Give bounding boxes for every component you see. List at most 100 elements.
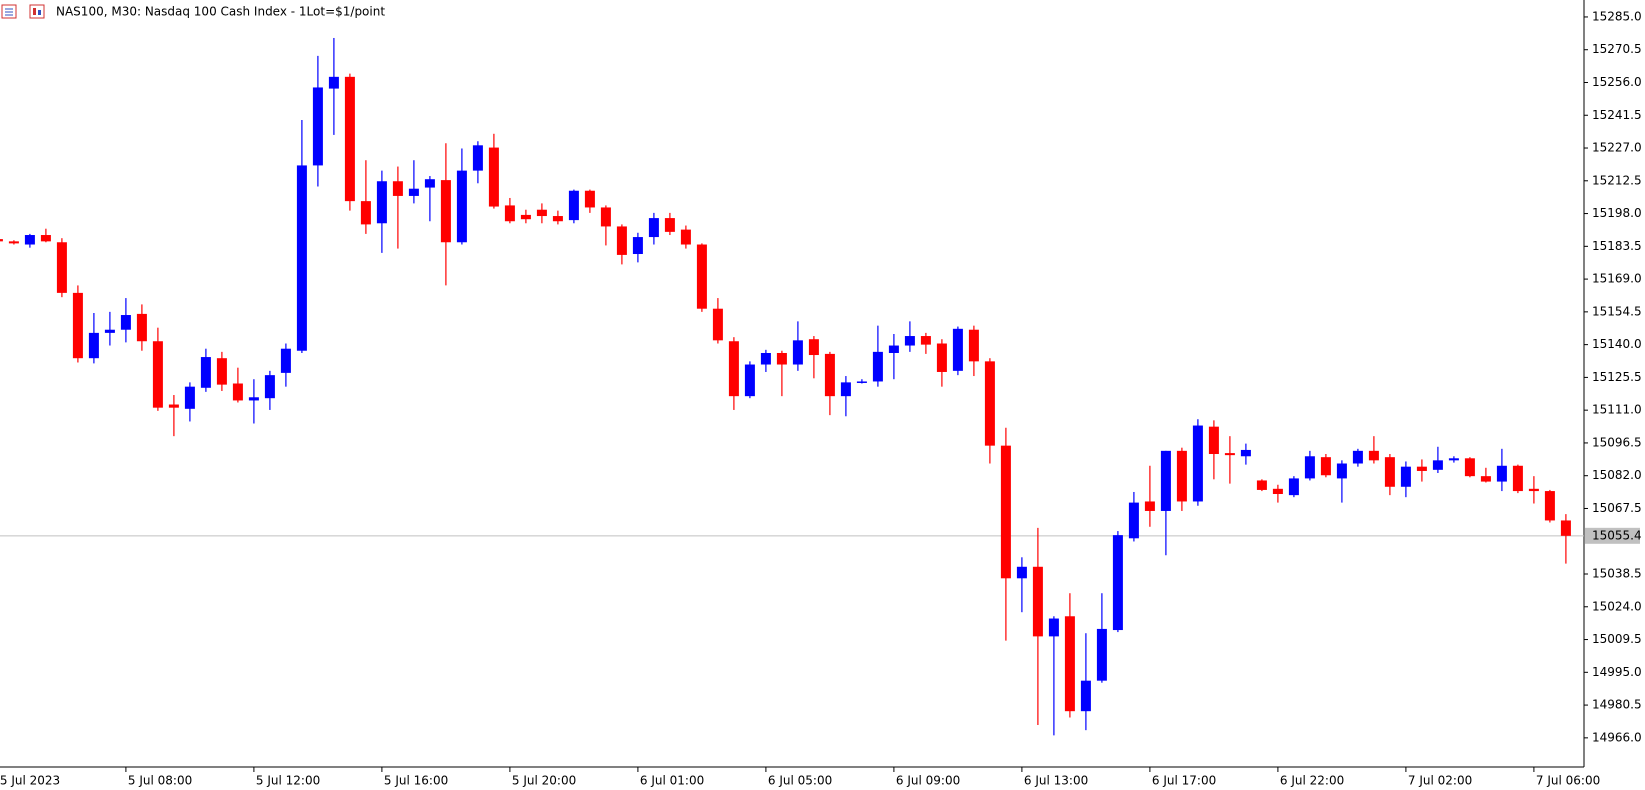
candle-body [776,352,787,365]
candle-body [1176,450,1187,502]
candle-body [88,332,99,359]
candle-body [984,361,995,446]
candle-body [296,165,307,351]
candle-body [792,340,803,365]
y-tick-label: 15125.5 [1592,370,1642,384]
y-tick-label: 15169.0 [1592,272,1642,286]
y-tick-label: 15096.5 [1592,435,1642,449]
candle-body [216,358,227,385]
last-price-box [1585,527,1640,544]
last-price-label: 15055.4 [1592,528,1642,542]
candle-body [104,329,115,333]
y-tick-label: 15227.0 [1592,141,1642,155]
candle-body [840,382,851,397]
candle-body [1128,502,1139,539]
candle-body [1064,616,1075,712]
candle-body [1144,501,1155,511]
x-tick-label: 5 Jul 20:00 [512,774,576,788]
candle-body [1208,426,1219,455]
candle-body [520,214,531,220]
y-tick-label: 15140.0 [1592,337,1642,351]
candle-body [56,242,67,293]
candle-body [344,76,355,202]
candle-body [728,341,739,397]
candle-body [1416,466,1427,471]
candle-body [376,181,387,224]
x-tick-label: 6 Jul 01:00 [640,774,704,788]
candle-body [872,351,883,382]
y-tick-label: 15285.0 [1592,9,1642,23]
candle-body [1256,480,1267,490]
candle-body [184,386,195,409]
candle-body [504,205,515,222]
candle-body [264,375,275,399]
candle-body [312,87,323,166]
candle-body [168,404,179,408]
candle-body [200,357,211,388]
candle-body [888,345,899,353]
candle-body [1096,628,1107,681]
candle-body [8,241,19,244]
x-tick-label: 5 Jul 08:00 [128,774,192,788]
candle-body [1224,453,1235,456]
x-tick-label: 7 Jul 06:00 [1536,774,1600,788]
title-icons [1,4,45,19]
candle-body [1560,520,1571,536]
candle-body [1336,463,1347,479]
candle-body [1016,566,1027,579]
x-tick-label: 6 Jul 17:00 [1152,774,1216,788]
candle-body [1496,465,1507,482]
candle-body [744,364,755,397]
x-tick-label: 5 Jul 16:00 [384,774,448,788]
candle-body [0,239,3,242]
y-tick-label: 14995.0 [1592,665,1642,679]
candle-body [584,190,595,208]
candle-body [40,235,51,242]
y-tick-label: 15270.5 [1592,42,1642,56]
candle-body [1000,445,1011,579]
candle-body [120,315,131,330]
y-tick-label: 14980.5 [1592,698,1642,712]
candle-body [1368,450,1379,461]
candle-body [600,207,611,227]
x-tick-label: 6 Jul 05:00 [768,774,832,788]
y-tick-label: 15082.0 [1592,468,1642,482]
candle-body [824,353,835,397]
candle-body [360,201,371,225]
candle-body [488,147,499,207]
y-tick-label: 15241.5 [1592,108,1642,122]
candle-body [248,397,259,401]
candle-body [1032,566,1043,637]
candle-body [568,190,579,221]
candle-body [72,292,83,359]
candle-body [632,237,643,255]
candle-body [760,352,771,365]
candle-body [24,235,35,245]
candle-body [648,218,659,238]
candle-body [1192,425,1203,502]
y-tick-label: 15256.0 [1592,75,1642,89]
candle-body [1544,491,1555,521]
candle-body [1432,460,1443,470]
candle-body [1528,488,1539,492]
candle-body [696,244,707,309]
candle-body [1480,476,1491,482]
icon [33,8,36,15]
x-tick-label: 7 Jul 02:00 [1408,774,1472,788]
y-tick-label: 15024.0 [1592,599,1642,613]
candle-body [536,209,547,217]
candle-body [1080,680,1091,712]
candle-body [1240,449,1251,457]
y-tick-label: 15111.0 [1592,403,1642,417]
candle-body [472,145,483,171]
candle-body [1160,450,1171,511]
candle-body [1272,488,1283,495]
y-tick-label: 15154.5 [1592,304,1642,318]
candle-body [904,336,915,346]
candle-body [680,229,691,245]
candle-body [392,181,403,196]
y-tick-label: 15212.5 [1592,173,1642,187]
candle-body [712,308,723,341]
x-tick-label: 6 Jul 09:00 [896,774,960,788]
candle-body [1112,535,1123,631]
